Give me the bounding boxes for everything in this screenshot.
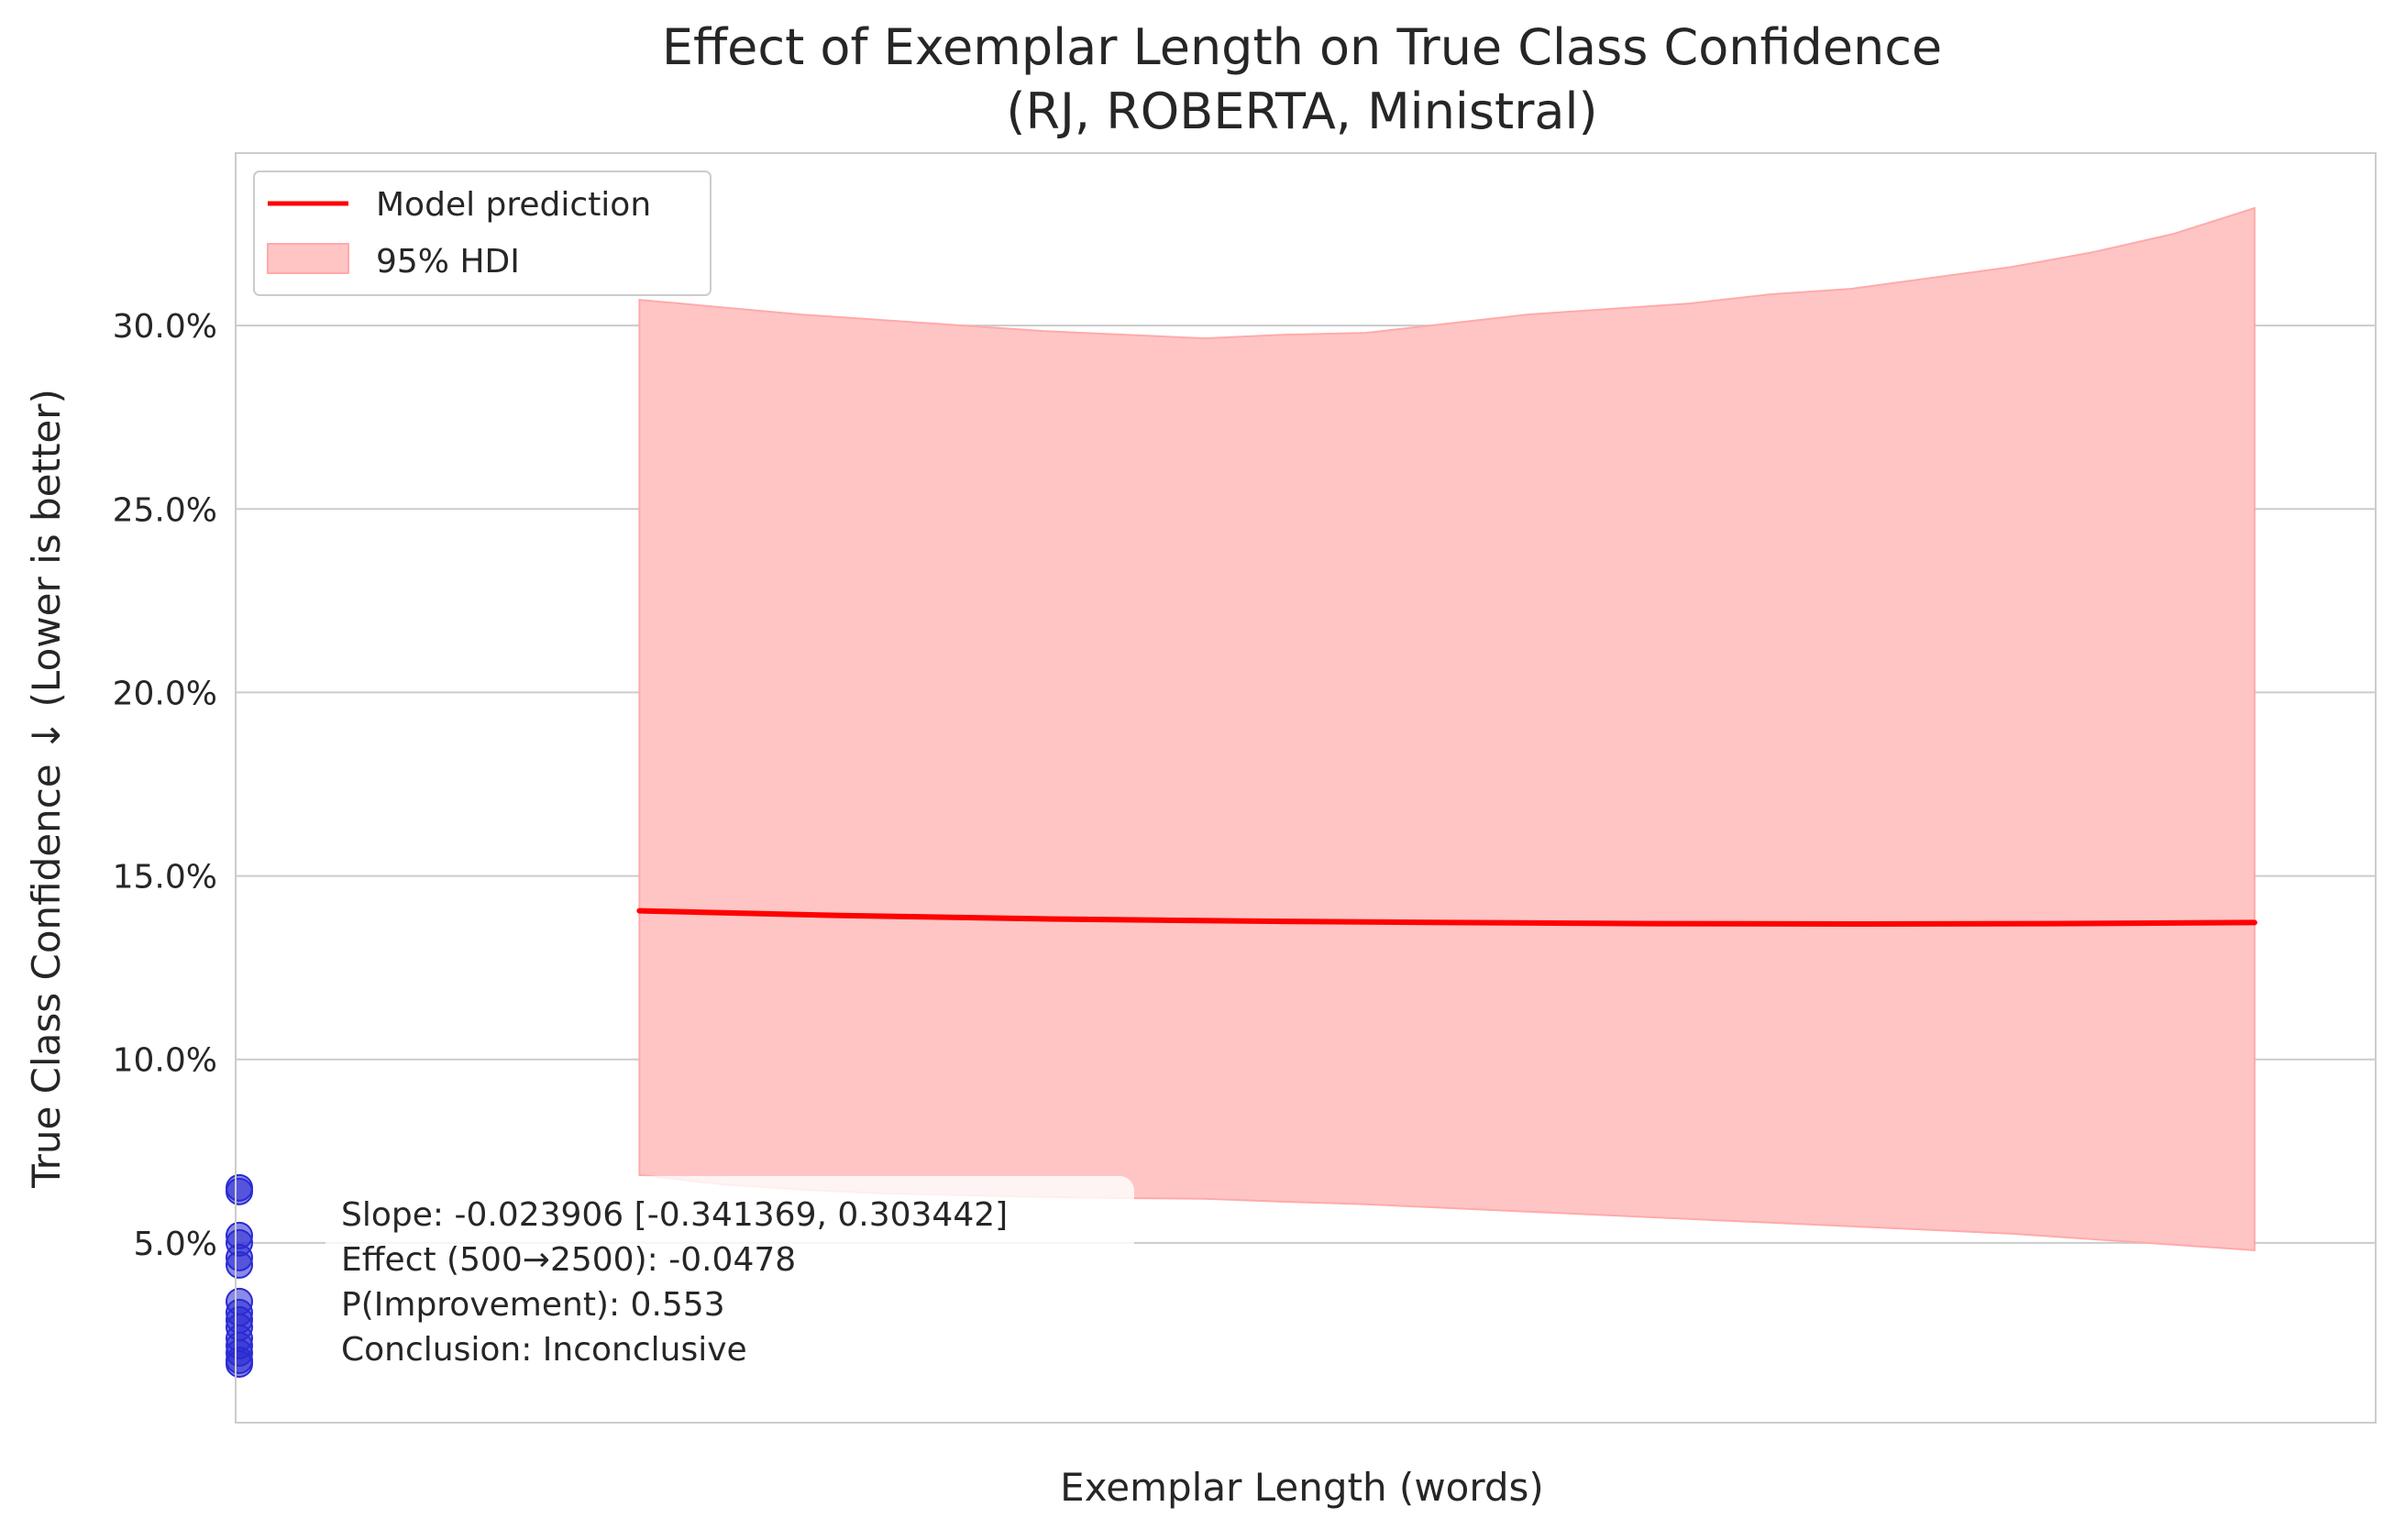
observed-point-5 (226, 1250, 253, 1279)
legend-patch-swatch (267, 243, 349, 274)
stats-conclusion: Conclusion: Inconclusive (341, 1331, 747, 1369)
legend: Model prediction 95% HDI (253, 170, 712, 296)
legend-box (253, 170, 712, 296)
y-tick-label-1: 10.0% (113, 1042, 217, 1080)
y-tick-labels: 5.0% 10.0% 15.0% 20.0% 25.0% 30.0% (113, 308, 217, 1263)
chart-title-line1: Effect of Exemplar Length on True Class … (662, 18, 1942, 76)
hdi-band (638, 206, 2256, 1251)
y-axis-label: True Class Confidence ↓ (Lower is better… (24, 389, 69, 1189)
y-tick-label-3: 20.0% (113, 675, 217, 712)
y-tick-label-4: 25.0% (113, 491, 217, 529)
stats-slope: Slope: -0.023906 [-0.341369, 0.303442] (341, 1196, 1008, 1234)
stats-annotation: Slope: -0.023906 [-0.341369, 0.303442] E… (325, 1176, 1134, 1376)
prediction-line (636, 908, 2257, 927)
x-axis-label: Exemplar Length (words) (1060, 1465, 1544, 1510)
y-tick-label-0: 5.0% (134, 1226, 217, 1263)
observed-point-1 (226, 1173, 253, 1202)
legend-label-model-prediction: Model prediction (376, 186, 651, 224)
plot-frame (235, 152, 2377, 1424)
stats-box-background (325, 1176, 1134, 1376)
prediction-line-layer (636, 908, 2257, 927)
chart-title-line2: (RJ, ROBERTA, Ministral) (1006, 82, 1597, 140)
hdi-band-layer (638, 206, 2256, 1251)
observed-point-14 (226, 1349, 253, 1378)
y-tick-label-5: 30.0% (113, 308, 217, 346)
stats-effect: Effect (500→2500): -0.0478 (341, 1241, 796, 1279)
observed-points-layer (226, 1173, 253, 1378)
stats-p-improvement: P(Improvement): 0.553 (341, 1286, 725, 1324)
legend-label-hdi: 95% HDI (376, 243, 520, 280)
y-tick-label-2: 15.0% (113, 859, 217, 896)
